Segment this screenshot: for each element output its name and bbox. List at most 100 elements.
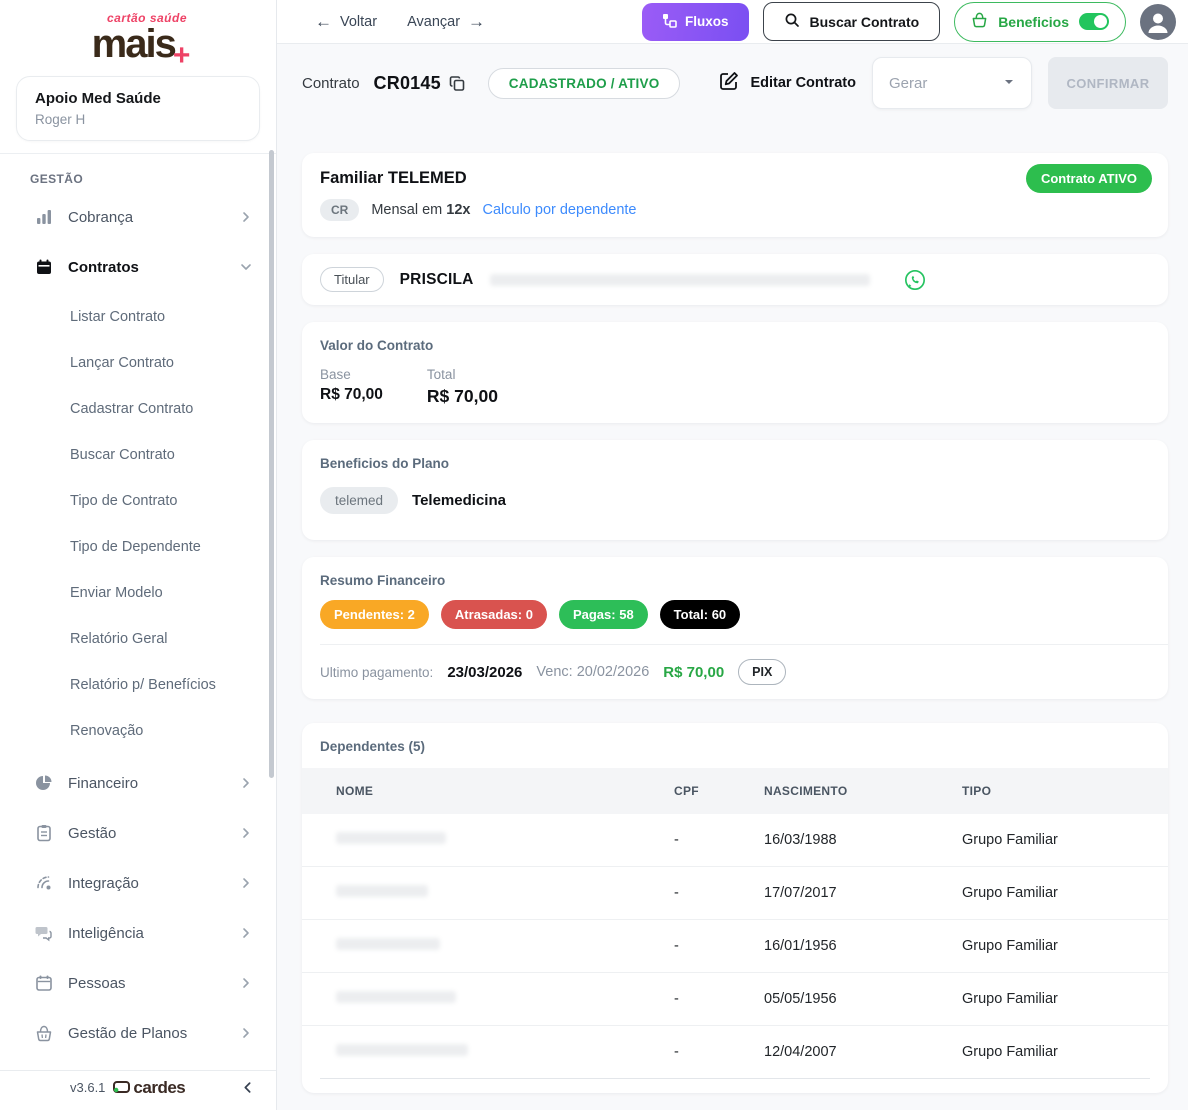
chevron-right-icon [240,1027,252,1039]
table-row[interactable]: - 05/05/1956 Grupo Familiar [302,973,1168,1026]
back-button[interactable]: ← Voltar [305,6,387,38]
submenu-lancar-contrato[interactable]: Lançar Contrato [70,355,174,371]
account-card[interactable]: Apoio Med Saúde Roger H [16,76,260,141]
beneficios-toggle[interactable] [1079,13,1109,30]
pagamento-valor: R$ 70,00 [663,663,725,681]
titular-name: PRISCILA [399,270,474,288]
table-header-row: NOME CPF NASCIMENTO TIPO [302,768,1168,814]
submenu-enviar-modelo[interactable]: Enviar Modelo [70,585,163,601]
sidebar-item-cobranca[interactable]: Cobrança [0,192,276,242]
sidebar-divider [0,153,276,154]
copy-icon[interactable] [449,75,466,92]
last-payment-row: Ultimo pagamento: 23/03/2026 Venc: 20/02… [320,659,1150,685]
sidebar-item-label: Financeiro [68,774,139,792]
edit-pencil-icon [718,70,740,96]
titular-badge: Titular [320,267,384,292]
table-row[interactable]: - 17/07/2017 Grupo Familiar [302,867,1168,920]
resumo-card-title: Resumo Financeiro [320,573,446,588]
dependente-nome [336,938,674,954]
sidebar-item-integracao[interactable]: Integração [0,858,276,908]
table-row[interactable]: - 12/04/2007 Grupo Familiar [320,1026,1150,1079]
dependente-nome [336,832,674,848]
chevron-down-icon [240,261,252,273]
dependente-cpf: - [674,1044,679,1060]
sidebar-item-contratos[interactable]: Contratos [0,242,276,292]
collapse-sidebar-icon[interactable] [241,1081,254,1094]
redacted-titular-info [489,273,870,286]
nav-section-gestao: GESTÃO [30,172,84,186]
dependente-nascimento: 16/03/1988 [764,832,837,848]
sidebar-item-pessoas[interactable]: Pessoas [0,958,276,1008]
forward-button[interactable]: Avançar → [397,6,495,38]
chat-bubbles-icon [34,923,54,943]
submenu-tipo-de-contrato[interactable]: Tipo de Contrato [70,493,178,509]
arrow-left-icon: ← [315,11,332,31]
chevron-right-icon [240,927,252,939]
sidebar-item-financeiro[interactable]: Financeiro [0,758,276,808]
sidebar-scrollbar[interactable] [269,150,274,778]
resumo-divider [320,644,1168,645]
calculo-dependente-link[interactable]: Calculo por dependente [482,202,637,218]
dependente-nascimento: 17/07/2017 [764,885,837,901]
chevron-right-icon [240,977,252,989]
contract-code: CR0145 [373,72,441,93]
whatsapp-icon[interactable] [904,269,926,291]
table-row[interactable]: - 16/01/1956 Grupo Familiar [302,920,1168,973]
dependente-nome [336,1044,674,1060]
resumo-financeiro-card: Resumo Financeiro Pendentes: 2 Atrasadas… [302,557,1168,699]
total-badge: Total: 60 [659,600,741,629]
sidebar-item-gestao[interactable]: Gestão [0,808,276,858]
toggle-knob [1094,15,1107,28]
table-row[interactable]: - 16/03/1988 Grupo Familiar [302,814,1168,867]
dependente-cpf: - [674,885,679,901]
dependente-nascimento: 16/01/1956 [764,938,837,954]
beneficio-name: Telemedicina [412,492,506,509]
submenu-renovacao[interactable]: Renovação [70,723,144,739]
submenu-relatorio-geral[interactable]: Relatório Geral [70,631,168,647]
profile-button[interactable] [1140,3,1176,40]
column-tipo: TIPO [962,784,992,798]
chevron-right-icon [240,877,252,889]
submenu-tipo-de-dependente[interactable]: Tipo de Dependente [70,539,201,555]
confirmar-button[interactable]: CONFIRMAR [1048,57,1168,109]
titular-card: Titular PRISCILA [302,254,1168,305]
base-label: Base [320,367,351,382]
chevron-right-icon [240,827,252,839]
plan-card: Familiar TELEMED CR Mensal em 12x Calcul… [302,153,1168,237]
beneficios-toggle-pill[interactable]: Beneficios [954,1,1126,42]
sidebar-item-label: Gestão [68,824,117,842]
contract-header: Contrato CR0145 CADASTRADO / ATIVO Edita… [302,57,1168,109]
plan-code-badge: CR [320,199,360,221]
contract-label: Contrato [302,74,360,92]
contract-header-actions: Editar Contrato Gerar CONFIRMAR [718,57,1168,109]
pendentes-badge: Pendentes: 2 [320,600,429,629]
dependente-tipo: Grupo Familiar [962,885,1058,901]
sidebar-item-gestao-de-planos[interactable]: Gestão de Planos [0,1008,276,1058]
dependentes-card-title: Dependentes (5) [320,739,426,754]
topbar: ← Voltar Avançar → Fluxos Buscar Contrat… [277,0,1188,44]
cardes-logo: cardes [113,1078,186,1098]
sidebar-item-label: Inteligência [68,924,144,942]
valor-columns: Base R$ 70,00 Total R$ 70,00 [320,367,1150,407]
gerar-selected-value: Gerar [889,74,928,92]
brand-plus: + [172,39,190,72]
user-icon [1141,4,1175,39]
buscar-contrato-button[interactable]: Buscar Contrato [762,2,941,41]
chevron-right-icon [240,211,252,223]
sidebar-item-inteligencia[interactable]: Inteligência [0,908,276,958]
beneficios-plano-card: Beneficios do Plano telemed Telemedicina [302,440,1168,540]
redacted-name [336,991,456,1003]
sidebar-item-label: Gestão de Planos [68,1024,188,1042]
submenu-relatorio-beneficios[interactable]: Relatório p/ Benefícios [70,677,216,693]
submenu-cadastrar-contrato[interactable]: Cadastrar Contrato [70,401,194,417]
submenu-listar-contrato[interactable]: Listar Contrato [70,309,166,325]
fluxos-button[interactable]: Fluxos [641,2,749,41]
submenu-buscar-contrato[interactable]: Buscar Contrato [70,447,175,463]
gerar-select[interactable]: Gerar [872,57,1032,109]
dependente-tipo: Grupo Familiar [962,991,1058,1007]
redacted-name [336,1044,468,1056]
valor-contrato-card: Valor do Contrato Base R$ 70,00 Total R$… [302,322,1168,423]
editar-contrato-button[interactable]: Editar Contrato [718,70,856,96]
total-label: Total [426,367,456,382]
